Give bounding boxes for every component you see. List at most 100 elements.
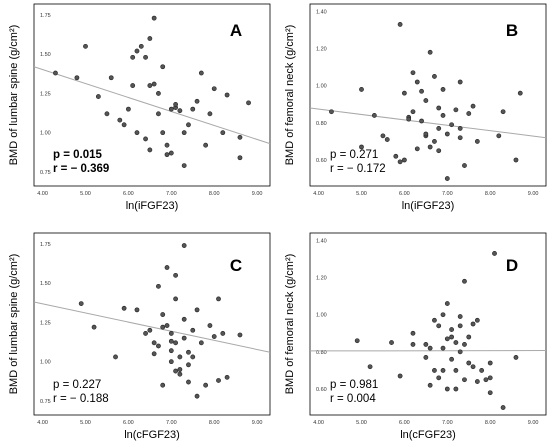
panel-a-p-value: p = 0.015: [53, 149, 103, 161]
panel-d-x-axis-label: ln(cFGF23): [400, 429, 456, 441]
panel-a-letter: A: [230, 21, 242, 40]
panel-b-data-point: [470, 103, 476, 109]
panel-b-data-point: [414, 79, 420, 85]
panel-a-x-tick-label: 6.00: [123, 191, 134, 197]
panel-d-data-point: [479, 368, 485, 373]
panel-c-data-point: [203, 382, 209, 388]
panel-b-r-value: r = − 0.172: [330, 163, 386, 175]
panel-d-y-tick-label: 1.00: [316, 313, 327, 319]
panel-b-x-axis-label: ln(iFGF23): [402, 200, 455, 212]
panel-a-y-tick-label: 1.25: [40, 91, 51, 97]
panel-a-data-point: [121, 122, 127, 128]
panel-c-regression-line: [33, 301, 271, 353]
panel-b-data-point: [436, 126, 442, 131]
panel-b-x-tick-label: 4.00: [313, 191, 324, 197]
panel-b-data-point: [359, 87, 364, 92]
panel-a-data-point: [164, 152, 170, 158]
panel-d-data-point: [457, 314, 463, 319]
panel-b-x-tick-label: 8.00: [485, 191, 496, 197]
panel-d-x-tick-label: 8.00: [485, 420, 496, 426]
panel-d-data-point: [436, 375, 442, 381]
panel-d-data-point: [444, 386, 450, 392]
panel-a-data-point: [74, 75, 80, 81]
panel-c-p-value: p = 0.227: [53, 379, 101, 391]
panel-c-data-point: [220, 331, 226, 336]
panel-b-plot-area: [309, 3, 547, 187]
panel-c-data-point: [164, 265, 170, 270]
panel-b-data-point: [419, 88, 424, 94]
panel-c-data-point: [160, 382, 166, 388]
panel-c-data-point: [181, 335, 187, 341]
panel-a-data-point: [220, 130, 226, 136]
panel-d-data-point: [354, 338, 360, 344]
panel-b-y-tick-label: 0.80: [316, 121, 327, 127]
panel-b-data-point: [432, 74, 437, 79]
panel-b-data-point: [436, 105, 442, 111]
panel-c-data-point: [173, 272, 178, 278]
panel-d-letter: D: [506, 256, 518, 275]
panel-b-x-tick-label: 5.00: [356, 191, 367, 197]
panel-c-data-point: [181, 243, 187, 248]
panel-d-data-point: [423, 342, 429, 347]
panel-b-data-point: [453, 107, 459, 113]
panel-c-y-axis-label: BMD of lumbar spine (g/cm²): [8, 254, 20, 395]
panel-c-data-point: [78, 301, 84, 307]
panel-b-x-tick-label: 6.00: [399, 191, 410, 197]
panel-c-data-point: [190, 327, 196, 333]
panel-c-r-value: r = − 0.188: [53, 393, 109, 405]
panel-a-data-point: [237, 155, 243, 161]
panel-d-data-point: [466, 334, 472, 340]
panel-d-data-point: [432, 368, 437, 373]
panel-b-data-point: [419, 118, 424, 124]
panel-b-data-point: [444, 176, 450, 181]
panel-b-data-point: [380, 133, 386, 139]
panel-c-data-point: [173, 340, 178, 346]
panel-d-data-point: [487, 390, 493, 396]
panel-c-data-point: [186, 349, 191, 355]
panel-d-data-point: [474, 317, 480, 323]
panel-d-data-point: [487, 360, 493, 366]
panel-d-data-point: [410, 342, 416, 347]
panel-d-data-point: [444, 336, 450, 342]
panel-d-data-point: [449, 356, 454, 362]
panel-d-data-point: [410, 330, 416, 336]
panel-a-regression-line: [33, 66, 271, 145]
panel-c-data-point: [216, 296, 221, 302]
panel-c-data-point: [190, 354, 196, 360]
panel-b-data-point: [410, 109, 416, 115]
panel-a-data-point: [147, 83, 153, 88]
panel-b-data-point: [474, 139, 480, 144]
panel-a-data-point: [117, 117, 123, 123]
panel-a-data-point: [181, 130, 187, 136]
panel-a-data-point: [160, 130, 166, 136]
panel-a-data-point: [147, 147, 153, 153]
panel-d-data-point: [470, 321, 476, 327]
panel-d-data-point: [440, 368, 446, 373]
panel-a-x-tick-label: 8.00: [209, 191, 220, 197]
panel-b-y-tick-label: 1.00: [316, 84, 327, 90]
panel-a-plot-area: [33, 3, 271, 187]
panel-c-data-point: [224, 374, 230, 380]
panel-a-data-point: [194, 98, 200, 104]
panel-b: 4.00 5.00 6.00 7.00 8.00 9.00 0.60 0.80 1.00 1.20…: [284, 3, 547, 212]
panel-a-data-point: [134, 130, 140, 136]
panel-a-data-point: [246, 100, 251, 106]
panel-d-data-point: [457, 349, 463, 355]
panel-d-p-value: p = 0.981: [330, 379, 378, 391]
panel-c-data-point: [207, 323, 213, 328]
panel-c-data-point: [168, 348, 174, 354]
panel-c-data-point: [147, 327, 153, 333]
panel-a-data-point: [168, 150, 174, 156]
panel-b-y-axis-label: BMD of femoral neck (g/cm²): [284, 25, 296, 166]
panel-d-data-point: [462, 342, 467, 347]
panel-a-data-point: [186, 122, 191, 128]
panel-c-data-point: [151, 351, 157, 357]
panel-c-data-point: [91, 324, 97, 330]
panel-d-data-point: [449, 334, 454, 340]
panel-a-data-point: [130, 54, 136, 60]
panel-c-data-point: [186, 362, 191, 368]
panel-b-data-point: [466, 111, 472, 116]
panel-d-y-tick-label: 0.60: [316, 387, 327, 393]
panel-c-plot-area: [33, 232, 271, 416]
panel-d-data-point: [427, 345, 433, 351]
